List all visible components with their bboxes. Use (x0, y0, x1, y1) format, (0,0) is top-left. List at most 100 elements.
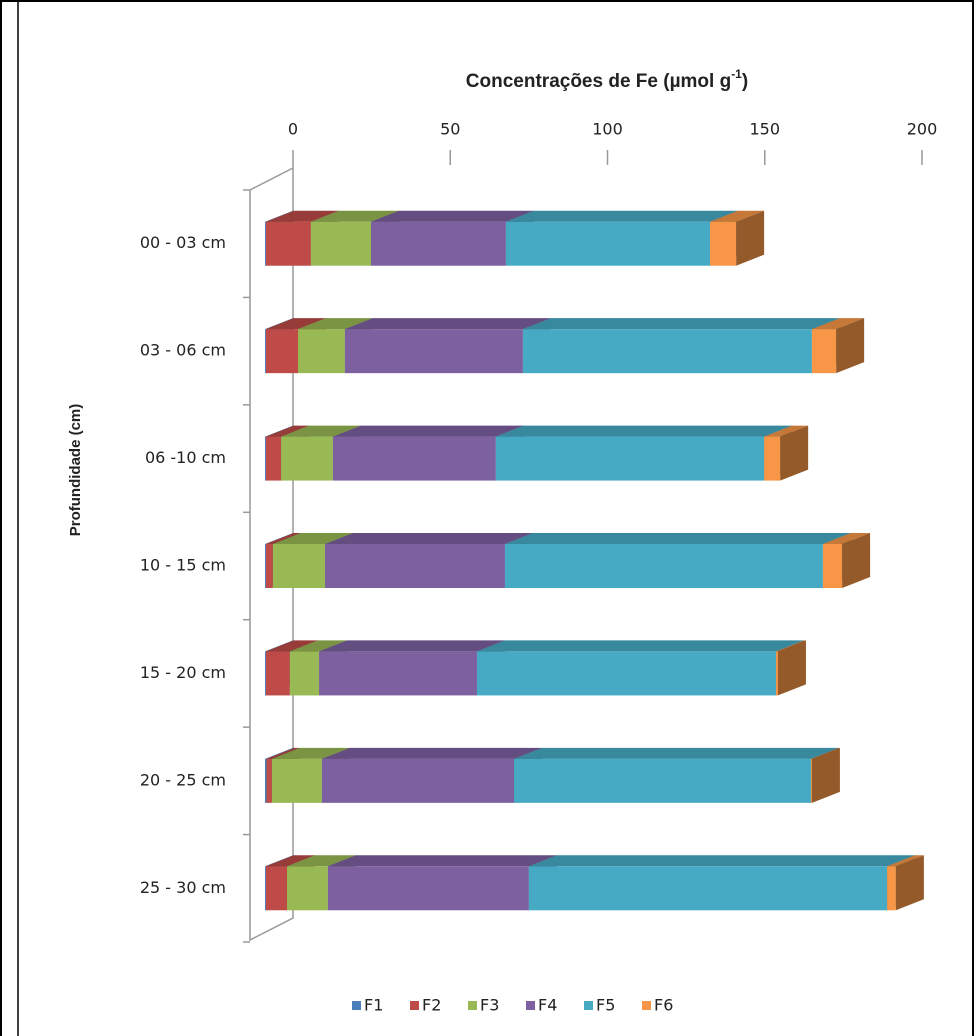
title-suffix: ) (742, 71, 748, 92)
legend-label: F5 (596, 996, 615, 1015)
bar (265, 329, 266, 374)
legend-swatch (642, 1001, 651, 1010)
bar-top (811, 318, 865, 330)
y-tick-label: 03 - 06 cm (140, 341, 226, 360)
bar-top (710, 210, 765, 222)
bar-top (265, 318, 327, 330)
bar (271, 758, 322, 803)
bar (265, 221, 266, 266)
bar-top (287, 855, 356, 867)
title-sup: -1 (731, 67, 742, 81)
bar (265, 436, 282, 481)
bar-top (319, 640, 505, 652)
bar-top (505, 210, 739, 222)
bar-top (271, 747, 350, 759)
x-tick-label: 100 (592, 120, 623, 139)
bar-top (776, 640, 806, 652)
bar (319, 651, 477, 696)
bar-side (842, 533, 871, 588)
y-tick-label: 25 - 30 cm (140, 878, 226, 897)
bar (272, 544, 326, 588)
y-axis-label: Profundidade (cm) (67, 404, 84, 537)
bar (298, 329, 345, 374)
bar (710, 221, 737, 266)
bar (310, 221, 371, 266)
legend-swatch (584, 1001, 593, 1010)
bar (522, 329, 812, 374)
y-tick-label: 00 - 03 cm (140, 233, 226, 252)
bar (281, 436, 333, 481)
y-tick-label: 10 - 15 cm (140, 556, 226, 575)
bar-side (811, 747, 840, 803)
bar-top (265, 210, 294, 222)
bar (289, 651, 320, 696)
bar (265, 651, 290, 696)
bar-top (272, 533, 354, 544)
legend-label: F2 (422, 996, 441, 1015)
bar-side (895, 855, 924, 911)
bar-top (822, 533, 871, 544)
bar (321, 758, 515, 803)
x-tick-label: 150 (749, 120, 780, 139)
bar (505, 221, 711, 266)
bar (776, 651, 778, 696)
bar-top (265, 747, 295, 759)
legend-label: F1 (364, 996, 383, 1015)
bar (476, 651, 777, 696)
bar-side (836, 318, 865, 374)
legend-swatch (352, 1001, 361, 1010)
bar (287, 866, 328, 911)
bar (265, 758, 267, 803)
bar-top (514, 747, 839, 759)
title-text: Concentrações de Fe (µmol g (466, 71, 731, 92)
bar (332, 436, 496, 481)
x-tick-label: 0 (288, 120, 298, 139)
bar-side (780, 425, 809, 481)
bar-top (265, 855, 316, 867)
bar (265, 866, 288, 911)
legend-swatch (410, 1001, 419, 1010)
bar-side (736, 210, 765, 266)
y-tick-label: 15 - 20 cm (140, 663, 226, 682)
x-tick-label: 50 (440, 120, 460, 139)
bar-top (265, 425, 310, 437)
x-tick-label: 200 (907, 120, 938, 139)
bar-top (265, 855, 294, 867)
bar (811, 329, 837, 374)
bar (265, 544, 266, 588)
bar-top (266, 747, 300, 759)
bar (327, 866, 529, 911)
bar-top (327, 855, 557, 867)
bar-top (310, 210, 399, 222)
bar (344, 329, 523, 374)
bar-top (528, 855, 916, 867)
bar (822, 544, 843, 588)
bar-top (321, 747, 543, 759)
bar (265, 544, 273, 588)
bar-side (777, 640, 806, 696)
bar (528, 866, 888, 911)
bar-top (265, 640, 294, 652)
bar-top (476, 640, 805, 652)
bar-top (344, 318, 551, 330)
bar-top (265, 318, 294, 330)
legend-label: F4 (538, 996, 557, 1015)
bar (764, 436, 781, 481)
legend-swatch (468, 1001, 477, 1010)
bar-top (325, 533, 533, 544)
bar (495, 436, 765, 481)
y-tick-label: 20 - 25 cm (140, 770, 226, 789)
bar (370, 221, 506, 266)
legend-label: F3 (480, 996, 499, 1015)
bar (325, 544, 505, 588)
bar-top (764, 425, 809, 437)
bar (265, 221, 311, 266)
bar (810, 758, 812, 803)
bar (265, 329, 299, 374)
bar-top (504, 533, 851, 544)
bar (265, 436, 266, 481)
bar (887, 866, 896, 911)
bar-top (265, 210, 339, 222)
